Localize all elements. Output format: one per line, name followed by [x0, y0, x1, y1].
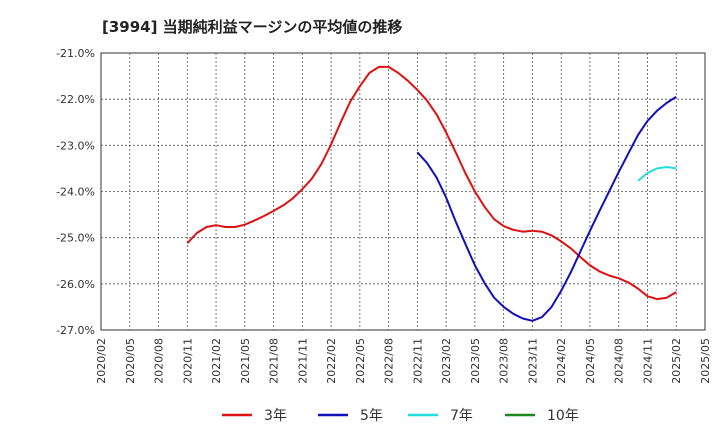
x-tick-label: 2024/08 [613, 338, 626, 384]
y-tick-label: -22.0% [56, 93, 95, 106]
x-tick-label: 2020/05 [124, 338, 137, 384]
y-tick-label: -23.0% [56, 139, 95, 152]
x-axis: 2020/02 2020/05 2020/08 2020/11 2021/02 2021/… [95, 338, 712, 384]
x-tick-label: 2021/11 [296, 338, 309, 384]
x-tick-label: 2024/11 [641, 338, 654, 384]
x-tick-label: 2021/05 [239, 338, 252, 384]
y-tick-label: -26.0% [56, 278, 95, 291]
x-tick-label: 2023/11 [526, 338, 539, 384]
x-tick-label: 2025/02 [670, 338, 683, 384]
x-tick-label: 2024/05 [584, 338, 597, 384]
series-layer [186, 65, 677, 322]
y-tick-label: -24.0% [56, 186, 95, 199]
legend-label-1: 5年 [360, 408, 383, 424]
y-axis: -21.0% -22.0% -23.0% -24.0% -25.0% -26.0% -27.… [56, 47, 95, 337]
y-tick-label: -27.0% [56, 324, 95, 337]
series-line-0 [186, 65, 677, 301]
y-tick-label: -25.0% [56, 232, 95, 245]
x-tick-label: 2022/05 [354, 338, 367, 384]
legend-label-0: 3年 [264, 408, 287, 424]
legend-label-2: 7年 [450, 408, 473, 424]
y-tick-label: -21.0% [56, 47, 95, 60]
x-tick-label: 2022/11 [411, 338, 424, 384]
legend-label-3: 10年 [547, 408, 579, 424]
x-tick-label: 2020/08 [153, 338, 166, 384]
x-tick-label: 2022/02 [325, 338, 338, 384]
x-tick-label: 2020/02 [95, 338, 108, 384]
x-tick-label: 2021/02 [210, 338, 223, 384]
series-line-2 [637, 166, 677, 182]
x-tick-label: 2024/02 [555, 338, 568, 384]
x-tick-label: 2023/05 [469, 338, 482, 384]
chart-title: [3994] 当期純利益マージンの平均値の推移 [102, 18, 402, 36]
x-tick-label: 2021/08 [268, 338, 281, 384]
x-tick-label: 2023/08 [498, 338, 511, 384]
x-tick-label: 2023/02 [440, 338, 453, 384]
x-tick-label: 2025/05 [699, 338, 712, 384]
x-tick-label: 2020/11 [181, 338, 194, 384]
x-tick-label: 2022/08 [383, 338, 396, 384]
legend: 3年 5年 7年 10年 [222, 408, 579, 424]
series-line-1 [416, 96, 677, 322]
grid [101, 53, 705, 330]
